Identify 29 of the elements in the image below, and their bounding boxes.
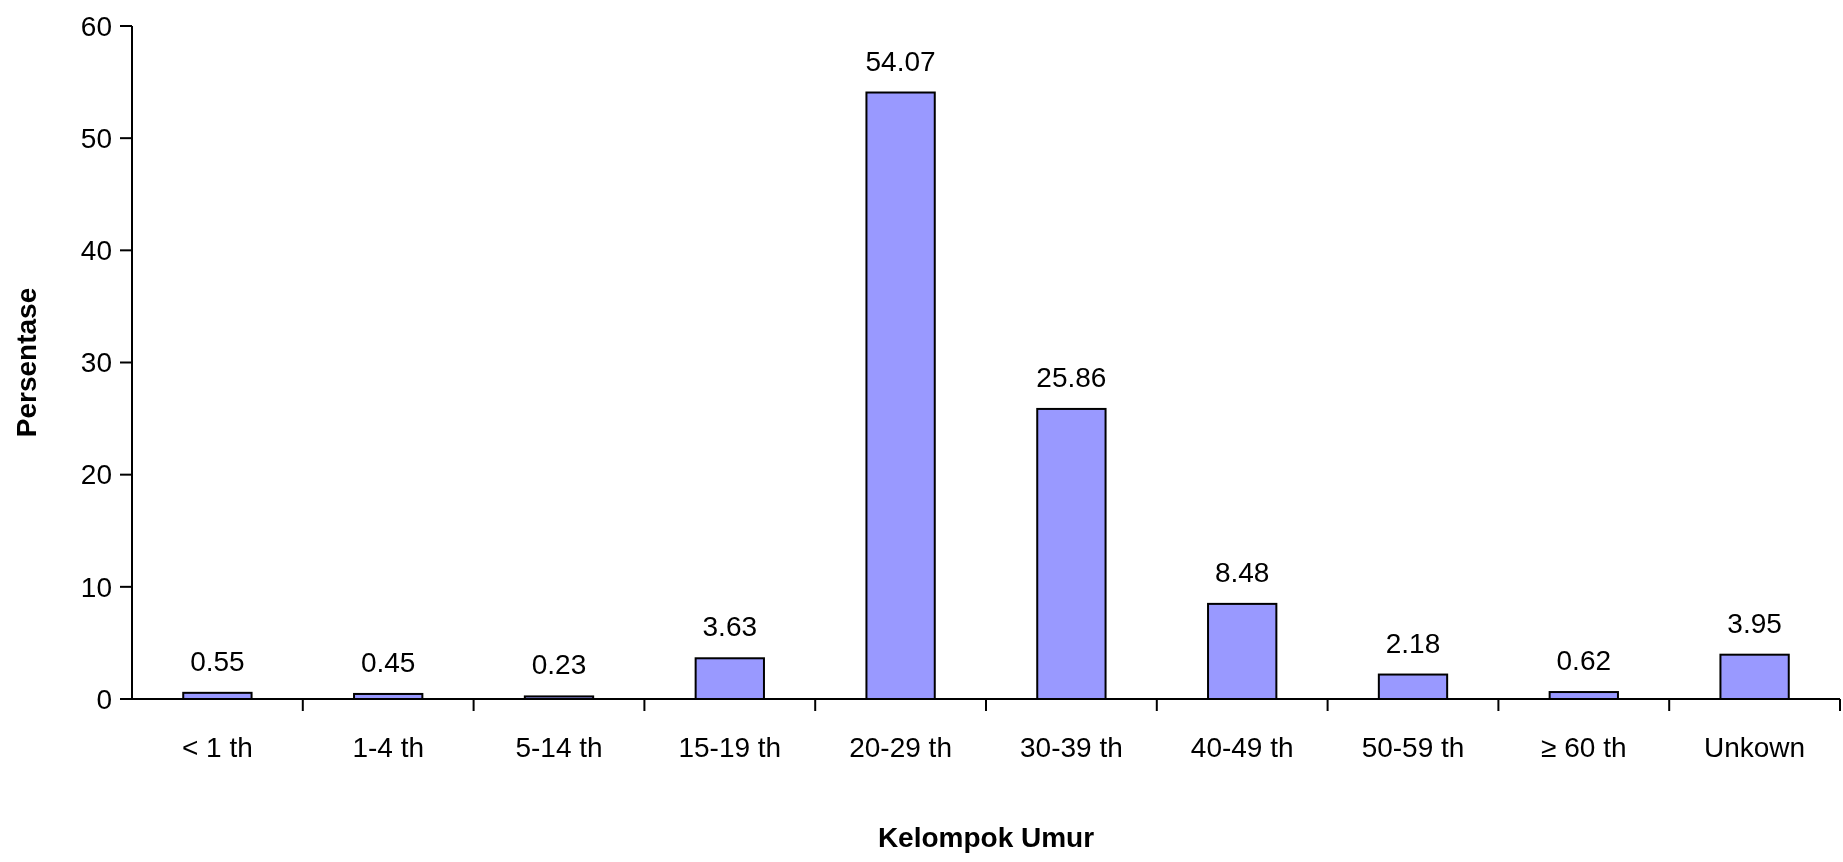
data-label: 3.63 [702,611,758,643]
y-tick-label: 10 [80,571,112,603]
y-tick-label: 50 [80,122,112,154]
x-tick-label: 5-14 th [515,732,603,763]
y-tick-label: 40 [80,235,112,267]
y-tick-label: 20 [80,459,112,491]
data-label: 25.86 [1036,361,1107,393]
x-tick-label: < 1 th [181,732,253,763]
y-tick-label: 30 [80,347,112,379]
x-tick-label: 1-4 th [352,732,424,763]
data-label: 0.55 [190,645,245,677]
y-tick-label: 60 [80,10,112,42]
x-tick-label: ≥ 60 th [1541,732,1627,763]
data-label: 8.48 [1214,556,1270,588]
x-tick-label: 30-39 th [1020,732,1123,763]
x-tick-label: 15-19 th [678,732,782,763]
data-label: 3.95 [1727,607,1782,639]
y-tick-label: 0 [96,683,112,715]
data-label: 54.07 [865,45,936,77]
x-axis-title: Kelompok Umur [877,822,1095,853]
data-label: 0.45 [360,646,416,678]
data-label: 0.23 [531,649,587,681]
x-tick-label: Unkown [1704,732,1806,763]
x-tick-label: 20-29 th [849,732,952,763]
x-tick-label: 50-59 th [1361,732,1465,763]
x-tick-label: 40-49 th [1190,732,1294,763]
y-axis-title: Persentase [11,287,42,438]
data-label: 0.62 [1556,645,1612,677]
data-label: 2.18 [1385,627,1441,659]
